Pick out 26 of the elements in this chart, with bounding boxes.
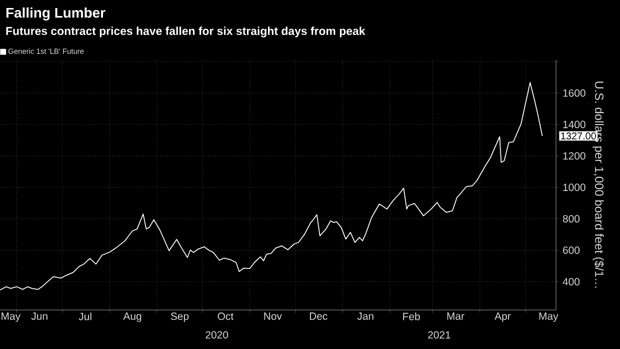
y-tick-label: 1000	[563, 184, 586, 192]
y-tick-label: 1200	[563, 152, 586, 160]
x-tick-label: Oct	[218, 312, 234, 320]
chart-subtitle: Futures contract prices have fallen for six straight days from peak	[6, 26, 366, 38]
x-tick-label: Jul	[78, 312, 92, 320]
x-tick-label: Feb	[403, 312, 420, 320]
x-tick-label: Jan	[357, 312, 374, 320]
x-tick-label: Aug	[123, 312, 142, 322]
text: 2021	[428, 331, 450, 339]
y-tick-label: 400	[562, 278, 580, 286]
x-tick-label: Mar	[447, 312, 464, 320]
x-tick-label: May	[2, 312, 21, 322]
y-tick-label: 600	[563, 246, 580, 254]
x-tick-label: Sep	[170, 312, 189, 322]
annotation: 1327.00	[561, 132, 596, 140]
y-tick-label: 800	[562, 215, 580, 223]
y-tick-label: 1600	[563, 89, 586, 97]
line-series	[0, 82, 543, 290]
text: 2020	[206, 331, 228, 339]
x-tick-label: Apr	[494, 312, 511, 322]
y-tick-label: 1400	[563, 120, 586, 128]
x-tick-label: May	[539, 312, 558, 322]
x-tick-label: Jun	[31, 312, 48, 320]
chart-title: Falling Lumber	[6, 7, 106, 21]
x-tick-label: Nov	[264, 312, 282, 320]
x-tick-label: Dec	[310, 312, 328, 320]
